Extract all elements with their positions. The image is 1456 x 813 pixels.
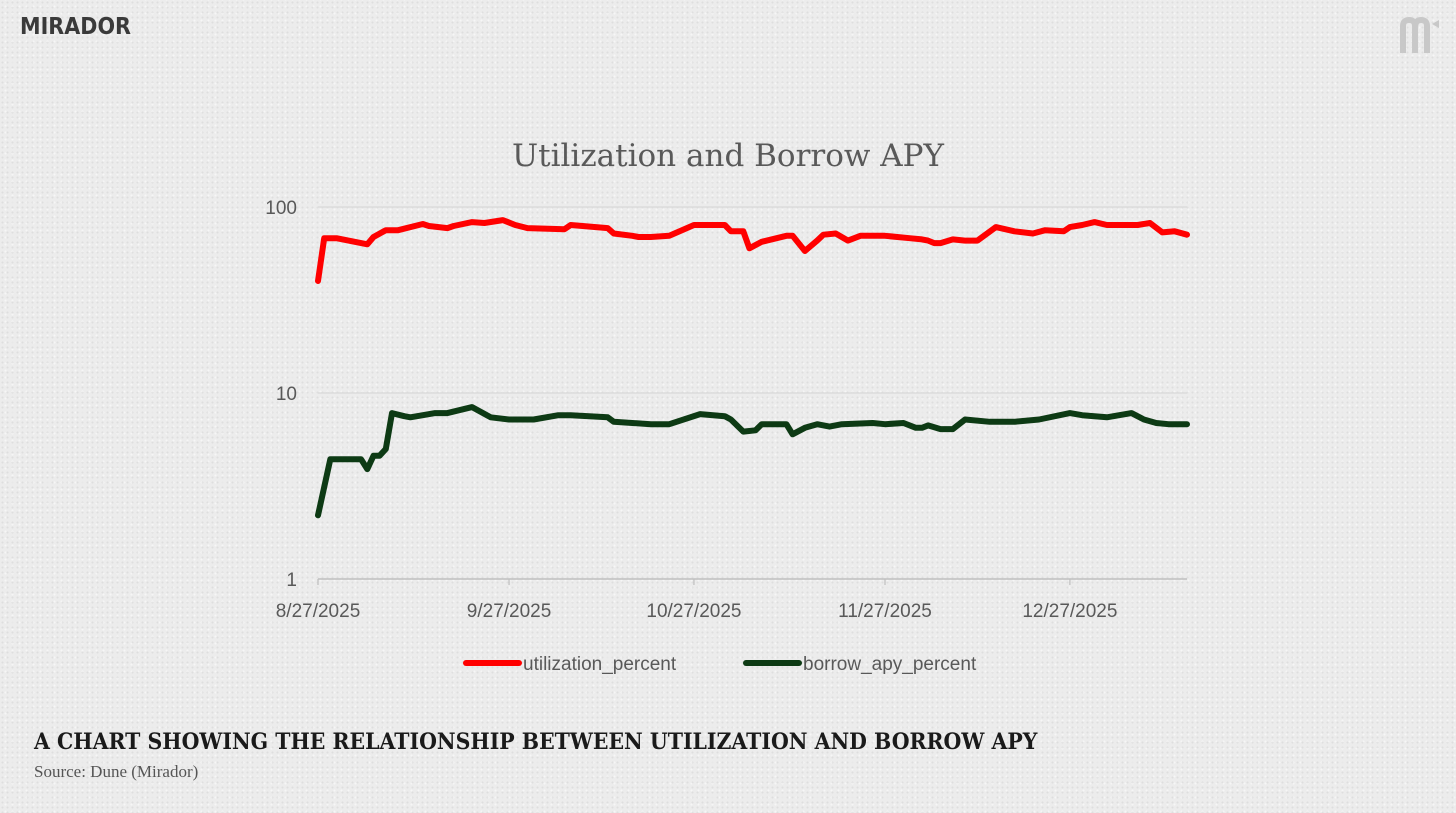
- figure-caption-source: Source: Dune (Mirador): [34, 762, 199, 781]
- x-tick-label: 12/27/2025: [1022, 601, 1117, 622]
- series-line-utilization-percent: [315, 217, 1190, 284]
- x-tick-label: 8/27/2025: [276, 601, 361, 622]
- x-tick-label: 11/27/2025: [838, 601, 932, 622]
- x-tick-label: 9/27/2025: [467, 601, 552, 622]
- figure-caption-title: A CHART SHOWING THE RELATIONSHIP BETWEEN…: [34, 729, 1038, 755]
- chart: Utilization and Borrow APY 1 10 100 8/27/2…: [265, 138, 1190, 675]
- legend-label-utilization-percent: utilization_percent: [523, 654, 677, 675]
- y-tick-label: 10: [276, 384, 297, 405]
- y-tick-label: 1: [286, 570, 297, 591]
- x-tick-label: 10/27/2025: [646, 601, 741, 622]
- legend-label-borrow-apy-percent: borrow_apy_percent: [803, 654, 977, 675]
- chart-title: Utilization and Borrow APY: [512, 138, 945, 174]
- mirador-wordmark: MIRADOR: [20, 14, 131, 40]
- mirador-m-logo-icon: [1400, 16, 1439, 53]
- y-tick-label: 100: [265, 198, 297, 219]
- series-line-borrow-apy-percent: [315, 404, 1190, 519]
